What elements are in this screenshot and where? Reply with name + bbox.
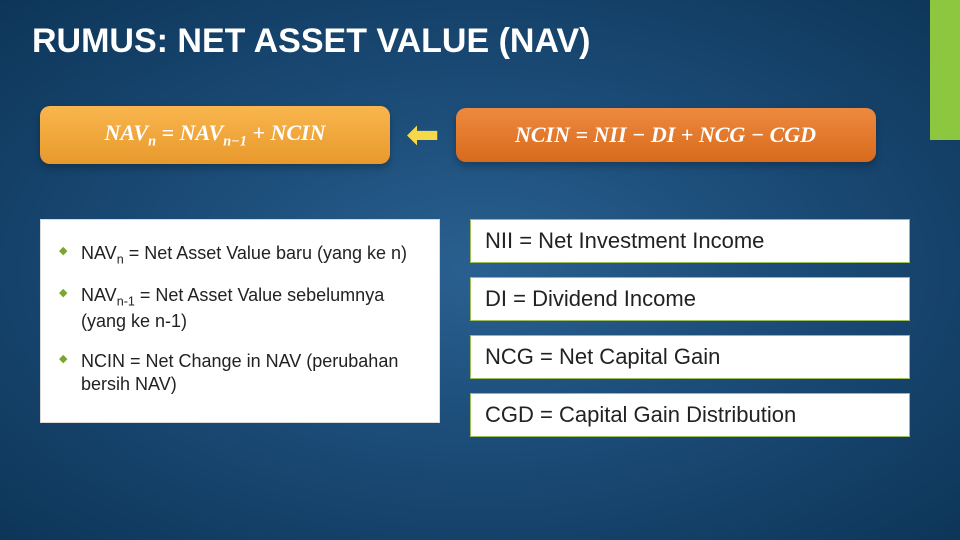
right-def-item: CGD = Capital Gain Distribution xyxy=(470,393,910,437)
def-pre: NAV xyxy=(81,243,117,263)
list-item: NCIN = Net Change in NAV (perubahan bers… xyxy=(59,342,421,405)
formula-row: NAVn = NAVn−1 + NCIN ⬅ NCIN = NII − DI +… xyxy=(0,61,960,164)
formula-nav-t1: NAV xyxy=(104,120,148,145)
def-pre: NCIN = Net Change in NAV (perubahan bers… xyxy=(81,351,398,394)
arrow-left-icon: ⬅ xyxy=(406,115,440,155)
formula-nav-s1: n xyxy=(148,133,156,149)
formula-nav: NAVn = NAVn−1 + NCIN xyxy=(40,106,390,164)
def-sub: n-1 xyxy=(117,295,135,309)
formula-ncin: NCIN = NII − DI + NCG − CGD xyxy=(456,108,876,162)
slide-title: RUMUS: NET ASSET VALUE (NAV) xyxy=(0,0,960,61)
left-definitions-box: NAVn = Net Asset Value baru (yang ke n) … xyxy=(40,219,440,423)
list-item: NAVn-1 = Net Asset Value sebelumnya (yan… xyxy=(59,276,421,341)
list-item: NAVn = Net Asset Value baru (yang ke n) xyxy=(59,234,421,276)
formula-nav-t3: + NCIN xyxy=(247,120,326,145)
accent-bar xyxy=(930,0,960,140)
right-def-item: NCG = Net Capital Gain xyxy=(470,335,910,379)
right-definitions-box: NII = Net Investment Income DI = Dividen… xyxy=(470,219,910,451)
def-pre: NAV xyxy=(81,285,117,305)
right-def-item: DI = Dividend Income xyxy=(470,277,910,321)
formula-nav-s2: n−1 xyxy=(223,133,247,149)
right-def-item: NII = Net Investment Income xyxy=(470,219,910,263)
definitions-row: NAVn = Net Asset Value baru (yang ke n) … xyxy=(0,164,960,451)
formula-nav-t2: = NAV xyxy=(156,120,223,145)
def-post: = Net Asset Value baru (yang ke n) xyxy=(124,243,407,263)
def-sub: n xyxy=(117,253,124,267)
